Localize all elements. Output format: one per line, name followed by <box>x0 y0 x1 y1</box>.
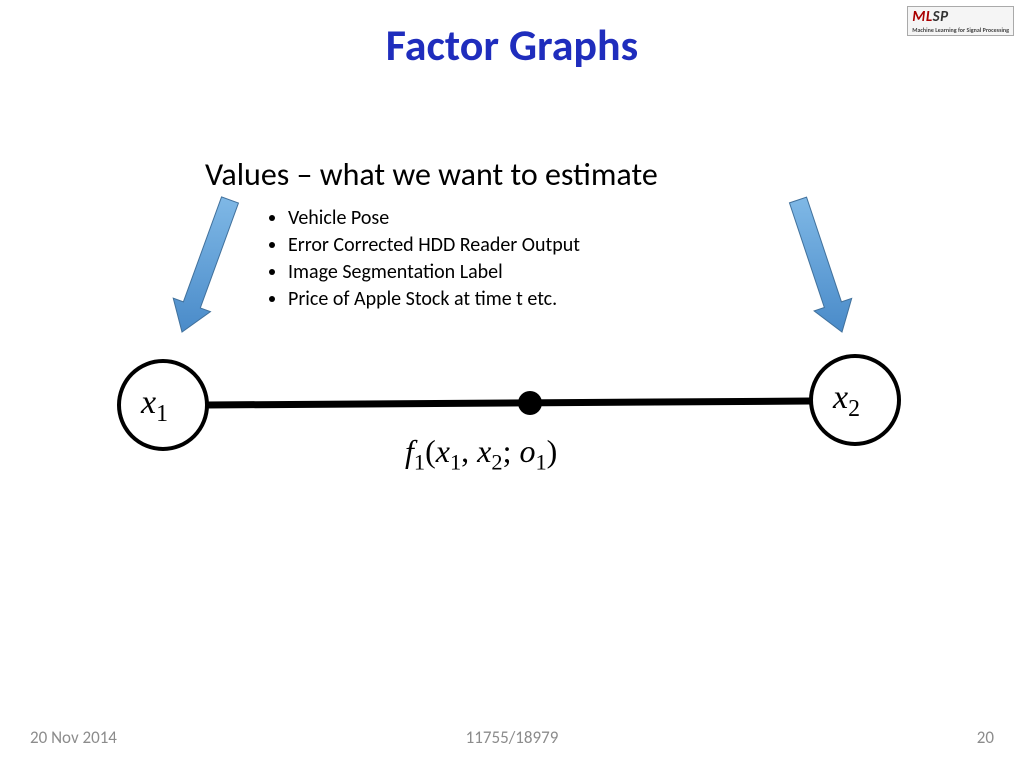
bullet-item: Error Corrected HDD Reader Output <box>288 232 580 259</box>
footer-page-number: 20 <box>977 727 994 748</box>
logo-sub: Machine Learning for Signal Processing <box>912 26 1009 34</box>
footer-course: 11755/18979 <box>0 727 1024 748</box>
arrow-right <box>789 197 851 332</box>
node-x2-label: x2 <box>833 379 860 423</box>
node-x1-label: x1 <box>141 384 168 428</box>
slide-subtitle: Values – what we want to estimate <box>205 155 658 194</box>
bullet-item: Vehicle Pose <box>288 205 580 232</box>
bullet-item: Image Segmentation Label <box>288 259 580 286</box>
slide-title: Factor Graphs <box>0 18 1024 72</box>
logo-main: MLSP <box>912 8 948 26</box>
factor-node <box>518 391 542 415</box>
logo: MLSP Machine Learning for Signal Process… <box>907 6 1014 36</box>
edge-line <box>207 401 811 405</box>
arrow-left <box>173 197 238 332</box>
factor-label: f1(x1, x2; o1) <box>405 433 557 475</box>
bullet-list: Vehicle PoseError Corrected HDD Reader O… <box>268 205 580 313</box>
bullet-item: Price of Apple Stock at time t etc. <box>288 286 580 313</box>
